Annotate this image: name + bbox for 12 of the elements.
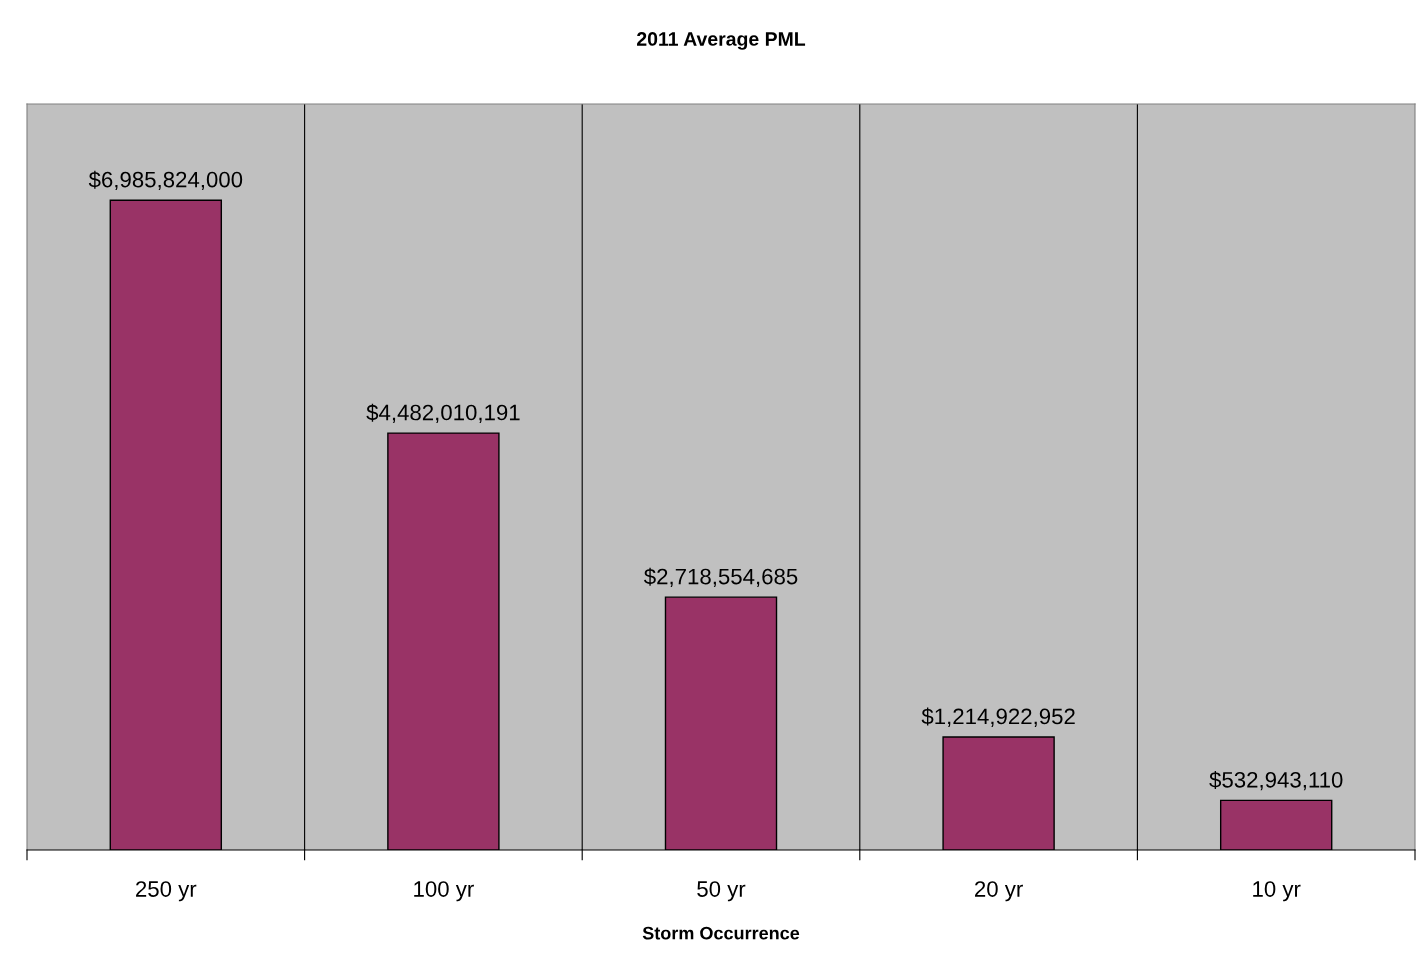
x-tick-label: 10 yr [1253,881,1301,902]
chart-title: 2011 Average PML [637,32,806,50]
x-tick-label: 20 yr [975,881,1023,902]
x-axis-title: Storm Occurrence [642,926,800,940]
data-label: $2,718,554,685 [644,567,798,588]
data-label: $532,943,110 [1209,771,1343,791]
data-label: $1,214,922,952 [921,707,1075,727]
data-label: $6,985,824,000 [88,170,243,191]
data-label: $4,482,010,191 [366,403,520,423]
x-tick-label: 100 yr [414,881,474,902]
x-tick-label: 50 yr [697,881,746,902]
x-tick-label: 250 yr [136,881,197,902]
